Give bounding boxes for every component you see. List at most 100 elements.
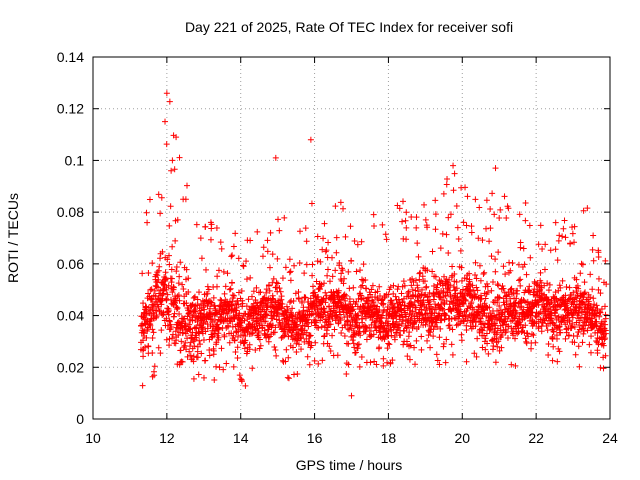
roti-outlier-point (307, 136, 314, 143)
roti-point (567, 240, 574, 247)
roti-point (301, 270, 308, 277)
roti-point (210, 294, 217, 301)
roti-point (282, 264, 289, 271)
roti-point (324, 272, 331, 279)
roti-point (272, 298, 279, 305)
roti-point (530, 332, 537, 339)
roti-point (414, 240, 421, 247)
roti-point (218, 345, 225, 352)
roti-point (569, 321, 576, 328)
roti-point (307, 332, 314, 339)
roti-point (570, 289, 577, 296)
axes: 10 12 14 16 18 20 22 24 0 0.02 0.04 0.06 0.08 0.1 0.12… (57, 49, 618, 446)
roti-point (284, 374, 291, 381)
roti-point (399, 298, 406, 305)
roti-point (196, 337, 203, 344)
roti-point (473, 275, 480, 282)
roti-point (176, 297, 183, 304)
roti-point (351, 344, 358, 351)
roti-point (183, 346, 190, 353)
roti-point (146, 196, 153, 203)
roti-point (485, 350, 492, 357)
roti-point (345, 340, 352, 347)
roti-point (489, 278, 496, 285)
roti-point (325, 239, 332, 246)
roti-point (169, 331, 176, 338)
roti-point (276, 285, 283, 292)
roti-point (384, 345, 391, 352)
roti-point (185, 288, 192, 295)
roti-point (443, 312, 450, 319)
roti-point (556, 348, 563, 355)
roti-point (601, 303, 608, 310)
roti-point (373, 361, 380, 368)
roti-point (545, 340, 552, 347)
roti-point (263, 311, 270, 318)
roti-point (221, 333, 228, 340)
roti-point (358, 353, 365, 360)
grid-lines (93, 57, 610, 419)
roti-point (265, 338, 272, 345)
roti-point (221, 290, 228, 297)
roti-point (319, 357, 326, 364)
roti-point (232, 312, 239, 319)
roti-point (256, 345, 263, 352)
roti-point (513, 295, 520, 302)
roti-point (545, 296, 552, 303)
roti-point (457, 308, 464, 315)
roti-point (412, 277, 419, 284)
roti-point (551, 322, 558, 329)
roti-point (581, 279, 588, 286)
roti-point (454, 224, 461, 231)
roti-point (502, 293, 509, 300)
roti-point (229, 298, 236, 305)
roti-point (205, 286, 212, 293)
roti-point (413, 214, 420, 221)
roti-point (483, 225, 490, 232)
roti-point (457, 303, 464, 310)
roti-point (496, 215, 503, 222)
roti-point (553, 306, 560, 313)
roti-point (535, 241, 542, 248)
roti-point (537, 269, 544, 276)
x-axis-label: GPS time / hours (296, 457, 403, 473)
roti-outlier-point (450, 162, 457, 169)
roti-point (424, 224, 431, 231)
roti-point (142, 344, 149, 351)
plot-frame (92, 56, 611, 420)
roti-point (200, 320, 207, 327)
roti-point (289, 305, 296, 312)
roti-point (249, 365, 256, 372)
roti-point (496, 302, 503, 309)
roti-point (391, 336, 398, 343)
roti-point (409, 275, 416, 282)
roti-point (563, 284, 570, 291)
roti-point (462, 184, 469, 191)
roti-point (232, 230, 239, 237)
roti-point (421, 201, 428, 208)
roti-point (442, 359, 449, 366)
roti-point (382, 231, 389, 238)
roti-point (396, 312, 403, 319)
roti-point (166, 335, 173, 342)
roti-point (220, 268, 227, 275)
roti-point (314, 258, 321, 265)
roti-point (447, 291, 454, 298)
roti-point (175, 319, 182, 326)
roti-point (435, 301, 442, 308)
roti-point (295, 296, 302, 303)
roti-point (200, 337, 207, 344)
roti-outlier-point (272, 154, 279, 161)
roti-point (333, 249, 340, 256)
roti-point (436, 361, 443, 368)
roti-point (448, 341, 455, 348)
roti-point (477, 277, 484, 284)
roti-point (440, 288, 447, 295)
roti-point (247, 237, 254, 244)
roti-point (168, 167, 175, 174)
roti-point (595, 286, 602, 293)
roti-point (494, 281, 501, 288)
roti-point (561, 217, 568, 224)
roti-point (279, 275, 286, 282)
roti-point (183, 266, 190, 273)
